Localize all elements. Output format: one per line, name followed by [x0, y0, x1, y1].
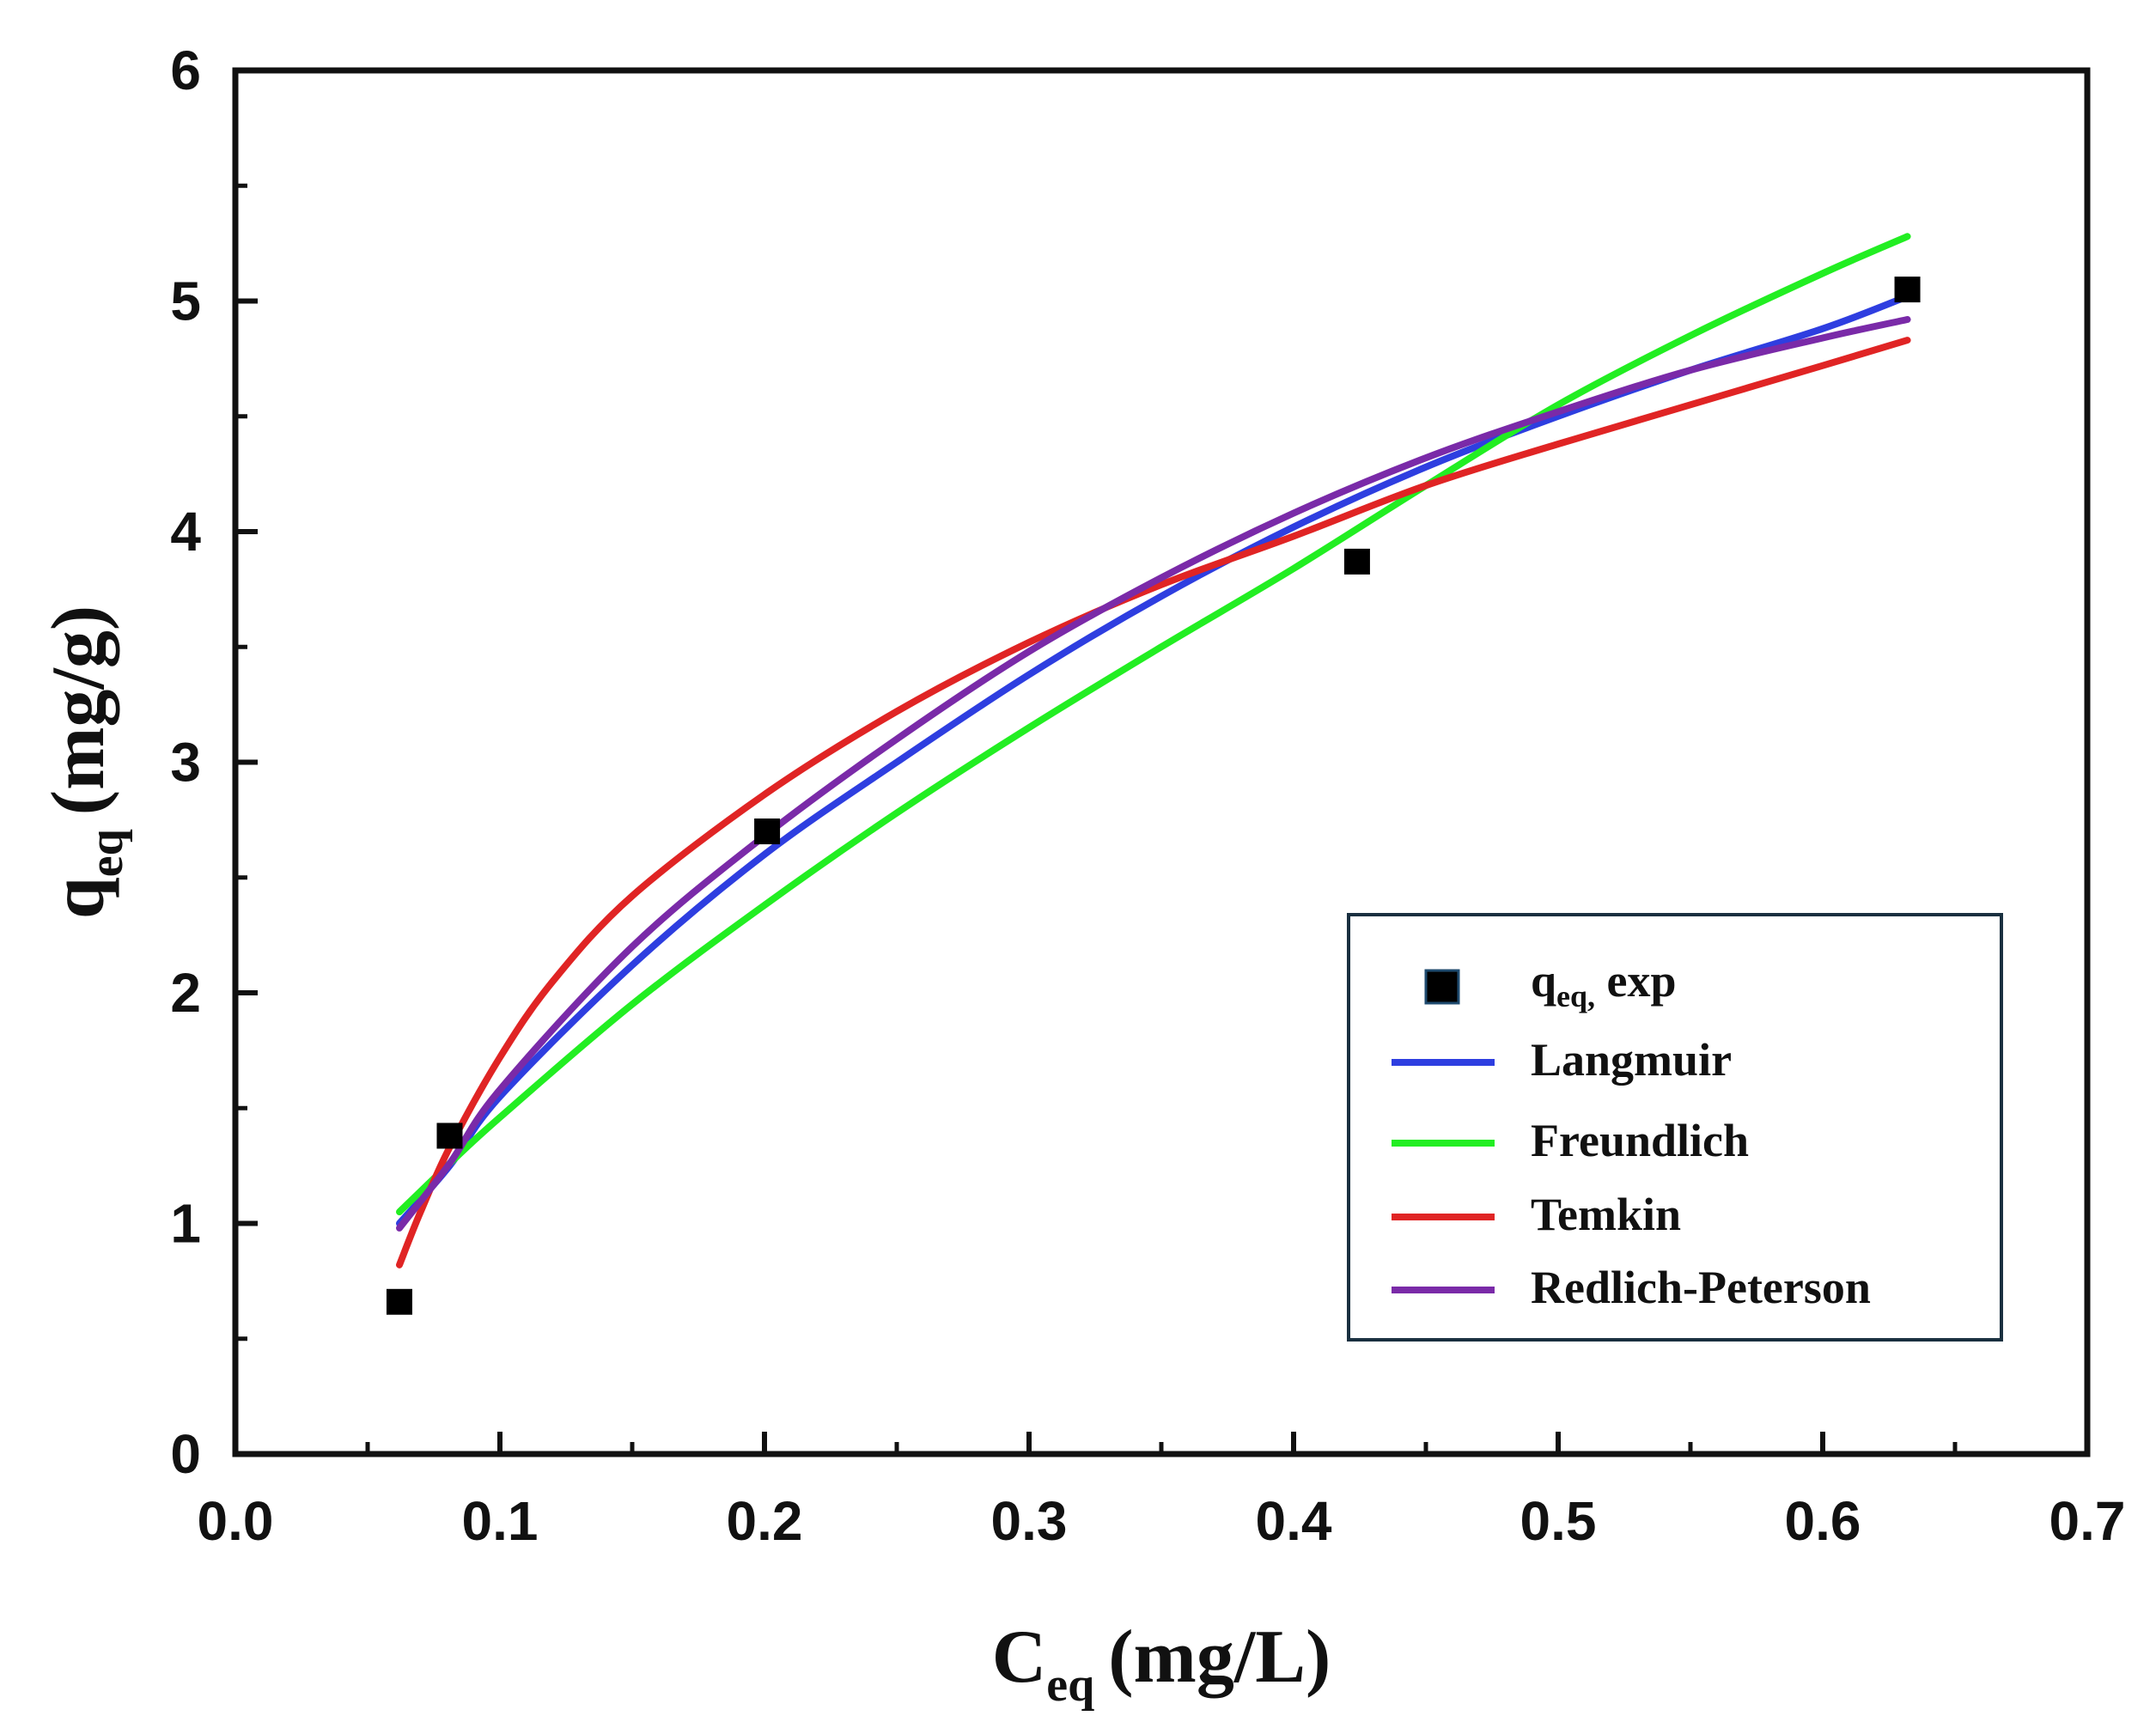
y-tick-label: 5: [170, 271, 201, 332]
legend-exp-rest: exp: [1595, 955, 1677, 1007]
x-tick-label: 0.2: [727, 1490, 803, 1552]
legend-label-redlich-peterson: Redlich-Peterson: [1531, 1262, 1871, 1313]
x-axis-title-main: C: [992, 1615, 1047, 1699]
experimental-point: [1343, 548, 1370, 575]
x-tick-label: 0.7: [2049, 1490, 2126, 1552]
y-axis-title-unit: (mg/g): [37, 605, 120, 815]
x-axis-title-sub: eq: [1046, 1658, 1094, 1712]
x-axis-ticks: 0.0 0.1 0.2 0.3 0.4 0.5 0.6 0.7: [198, 1432, 2126, 1552]
legend-label-temkin: Temkin: [1531, 1189, 1681, 1240]
legend-label-freundlich: Freundlich: [1531, 1115, 1749, 1166]
experimental-point: [386, 1288, 412, 1315]
legend-marker-experimental: [1424, 969, 1460, 1005]
x-tick-label: 0.1: [462, 1490, 539, 1552]
y-axis-title: qeq (mg/g): [37, 605, 133, 919]
y-tick-label: 6: [170, 40, 201, 101]
y-tick-label: 4: [170, 501, 201, 563]
fit-line-freundlich: [396, 233, 1911, 1216]
x-tick-label: 0.3: [991, 1490, 1068, 1552]
y-tick-label: 1: [170, 1193, 201, 1255]
x-tick-label: 0.0: [198, 1490, 274, 1552]
legend-label-langmuir: Langmuir: [1531, 1034, 1732, 1086]
x-tick-label: 0.5: [1520, 1490, 1597, 1552]
fit-line-temkin: [396, 337, 1911, 1269]
y-tick-label: 0: [170, 1423, 201, 1485]
y-axis-title-main: q: [37, 877, 120, 919]
experimental-point: [436, 1123, 463, 1149]
y-tick-label: 2: [170, 962, 201, 1024]
experimental-point: [754, 818, 781, 845]
legend-series-entries: Langmuir Freundlich Temkin Redlich-Peterson: [1392, 1034, 1871, 1313]
legend-exp-sub: eq,: [1556, 979, 1595, 1013]
y-axis-title-sub: eq: [80, 829, 133, 877]
fit-curves: [396, 233, 1911, 1269]
y-tick-label: 3: [170, 732, 201, 794]
legend-exp-main: q: [1531, 955, 1556, 1007]
experimental-points: [386, 277, 1921, 1315]
y-axis-ticks: 0 1 2 3 4 5 6: [170, 40, 258, 1485]
legend-label-experimental: qeq, exp: [1531, 955, 1677, 1013]
x-axis-title-unit: (mg/L): [1108, 1615, 1331, 1699]
legend: qeq, exp Langmuir Freundlich Temkin Redlich…: [1347, 913, 2003, 1342]
x-tick-label: 0.6: [1785, 1490, 1861, 1552]
fit-line-redlich-peterson: [396, 316, 1911, 1232]
x-tick-label: 0.4: [1256, 1490, 1332, 1552]
experimental-point: [1894, 277, 1921, 303]
x-axis-title: Ceq (mg/L): [992, 1615, 1331, 1712]
